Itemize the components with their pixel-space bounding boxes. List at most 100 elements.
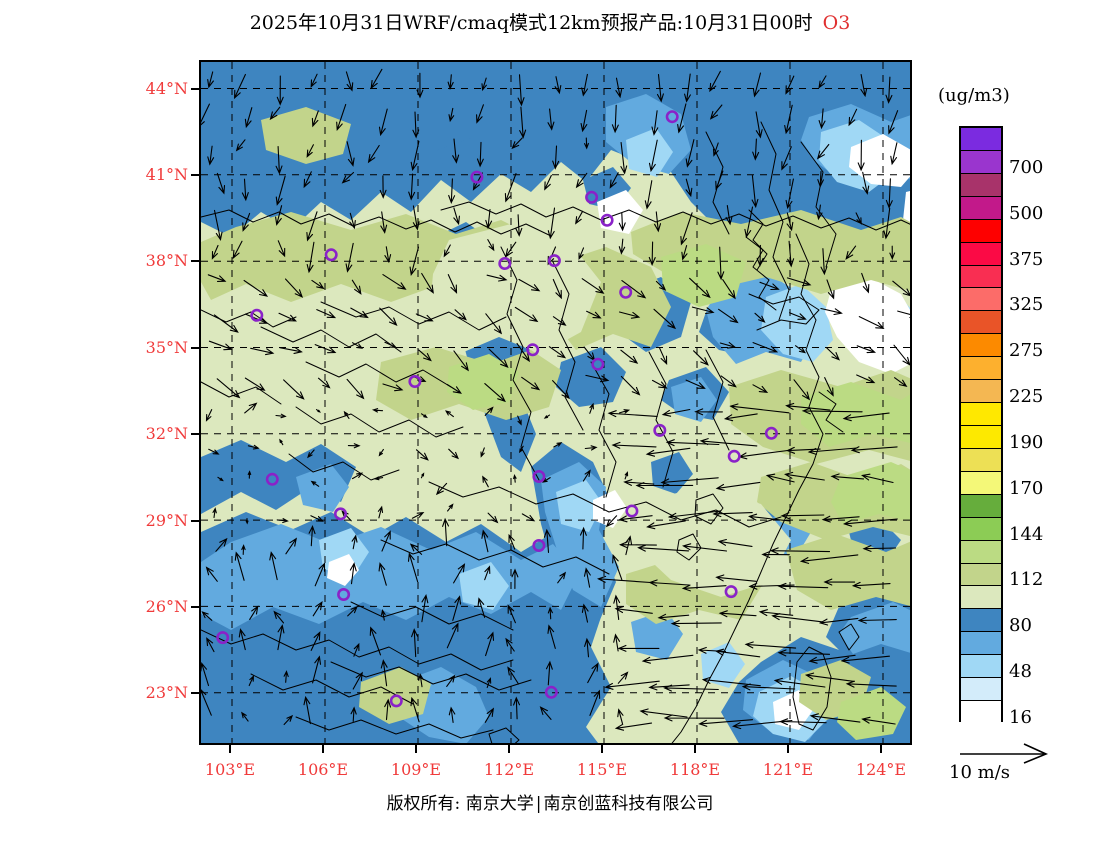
wind-arrow <box>720 375 737 388</box>
city-marker[interactable] <box>764 426 778 440</box>
wind-arrow <box>250 347 275 356</box>
wind-arrow <box>820 307 843 316</box>
colorbar-cell-10 <box>961 357 1001 381</box>
colorbar-cell-5 <box>961 242 1001 266</box>
wind-arrow <box>208 448 220 455</box>
wind-arrow <box>741 683 796 691</box>
city-marker[interactable] <box>653 423 667 437</box>
wind-arrow <box>482 475 489 488</box>
wind-arrow <box>722 279 736 300</box>
wind-arrow <box>347 605 358 617</box>
wind-arrow <box>826 279 835 300</box>
x-axis-label-115°E: 115°E <box>576 760 628 779</box>
wind-arrow <box>213 209 223 241</box>
colorbar-label-275: 275 <box>1009 340 1044 362</box>
city-marker[interactable] <box>544 685 558 699</box>
city-marker[interactable] <box>625 504 639 518</box>
wind-arrow <box>651 379 668 389</box>
chart-title-main: 2025年10月31日WRF/cmaq模式12km预报产品:10月31日00时 <box>249 12 813 34</box>
x-axis-tick-124°E <box>880 745 882 753</box>
wind-arrow <box>858 316 885 329</box>
wind-arrow <box>655 280 667 291</box>
wind-arrow <box>613 594 621 621</box>
city-marker[interactable] <box>216 631 230 645</box>
map-gridlines <box>201 62 910 743</box>
wind-arrow <box>785 178 794 210</box>
wind-arrow <box>661 408 691 417</box>
wind-arrow <box>476 141 484 168</box>
wind-arrow <box>784 471 825 481</box>
wind-arrow <box>682 543 728 552</box>
wind-arrow <box>351 534 358 550</box>
colorbar-cell-3 <box>961 196 1001 220</box>
wind-arrow <box>275 413 287 419</box>
wind-arrow <box>547 207 556 240</box>
wind-arrow <box>862 545 897 552</box>
wind-arrow <box>842 518 898 527</box>
city-marker[interactable] <box>265 472 279 486</box>
city-marker[interactable] <box>547 254 561 268</box>
wind-arrow <box>851 581 891 589</box>
wind-arrow <box>651 110 659 136</box>
colorbar-cell-2 <box>961 173 1001 197</box>
colorbar-label-48: 48 <box>1009 661 1032 683</box>
city-marker[interactable] <box>498 257 512 271</box>
city-marker[interactable] <box>600 213 614 227</box>
wind-arrow <box>303 695 311 725</box>
city-marker[interactable] <box>470 170 484 184</box>
wind-arrow <box>201 611 213 621</box>
wind-arrow <box>779 718 827 726</box>
city-marker[interactable] <box>619 285 633 299</box>
wind-arrow <box>663 684 719 692</box>
wind-arrow <box>485 313 503 335</box>
city-marker[interactable] <box>532 538 546 552</box>
city-marker[interactable] <box>389 694 403 708</box>
wind-arrow <box>785 402 831 411</box>
city-marker[interactable] <box>665 110 679 124</box>
city-marker[interactable] <box>334 507 348 521</box>
wind-arrow <box>384 698 392 721</box>
wind-arrow <box>756 244 764 267</box>
colorbar-units-label: (ug/m3) <box>938 85 1010 106</box>
city-marker[interactable] <box>585 190 599 204</box>
wind-arrow <box>443 244 451 258</box>
wind-arrow <box>654 211 662 233</box>
colorbar-label-375: 375 <box>1009 248 1044 270</box>
wind-arrow <box>453 563 466 584</box>
wind-arrow <box>816 143 830 160</box>
wind-arrow <box>663 714 725 722</box>
wind-arrow <box>454 309 467 321</box>
wind-arrow <box>275 205 283 226</box>
city-marker[interactable] <box>408 374 422 388</box>
colorbar-cell-7 <box>961 288 1001 312</box>
city-marker[interactable] <box>532 469 546 483</box>
wind-arrow <box>648 579 690 587</box>
city-marker[interactable] <box>526 343 540 357</box>
wind-scale-arrow <box>952 742 1082 792</box>
map-plot-area[interactable] <box>199 60 912 745</box>
city-marker[interactable] <box>250 308 264 322</box>
city-marker[interactable] <box>337 587 351 601</box>
wind-arrow <box>547 606 553 620</box>
wind-arrow <box>505 637 515 652</box>
colorbar-cell-24 <box>961 678 1001 702</box>
wind-arrow <box>612 553 623 581</box>
colorbar-label-170: 170 <box>1009 477 1044 499</box>
city-marker[interactable] <box>727 449 741 463</box>
wind-arrow <box>447 74 454 90</box>
wind-arrow <box>697 646 727 654</box>
wind-arrow <box>709 70 721 93</box>
wind-arrow <box>620 141 628 175</box>
colorbar-label-16: 16 <box>1009 707 1032 728</box>
wind-arrow <box>343 410 350 419</box>
wind-arrow <box>310 515 324 522</box>
wind-arrow <box>637 544 690 552</box>
wind-arrow <box>609 172 619 189</box>
wind-arrow <box>752 138 760 161</box>
city-marker[interactable] <box>724 585 738 599</box>
wind-arrow <box>514 306 539 323</box>
wind-arrow <box>315 409 321 413</box>
city-marker[interactable] <box>324 248 338 262</box>
wind-arrow <box>242 212 251 232</box>
city-marker[interactable] <box>591 357 605 371</box>
